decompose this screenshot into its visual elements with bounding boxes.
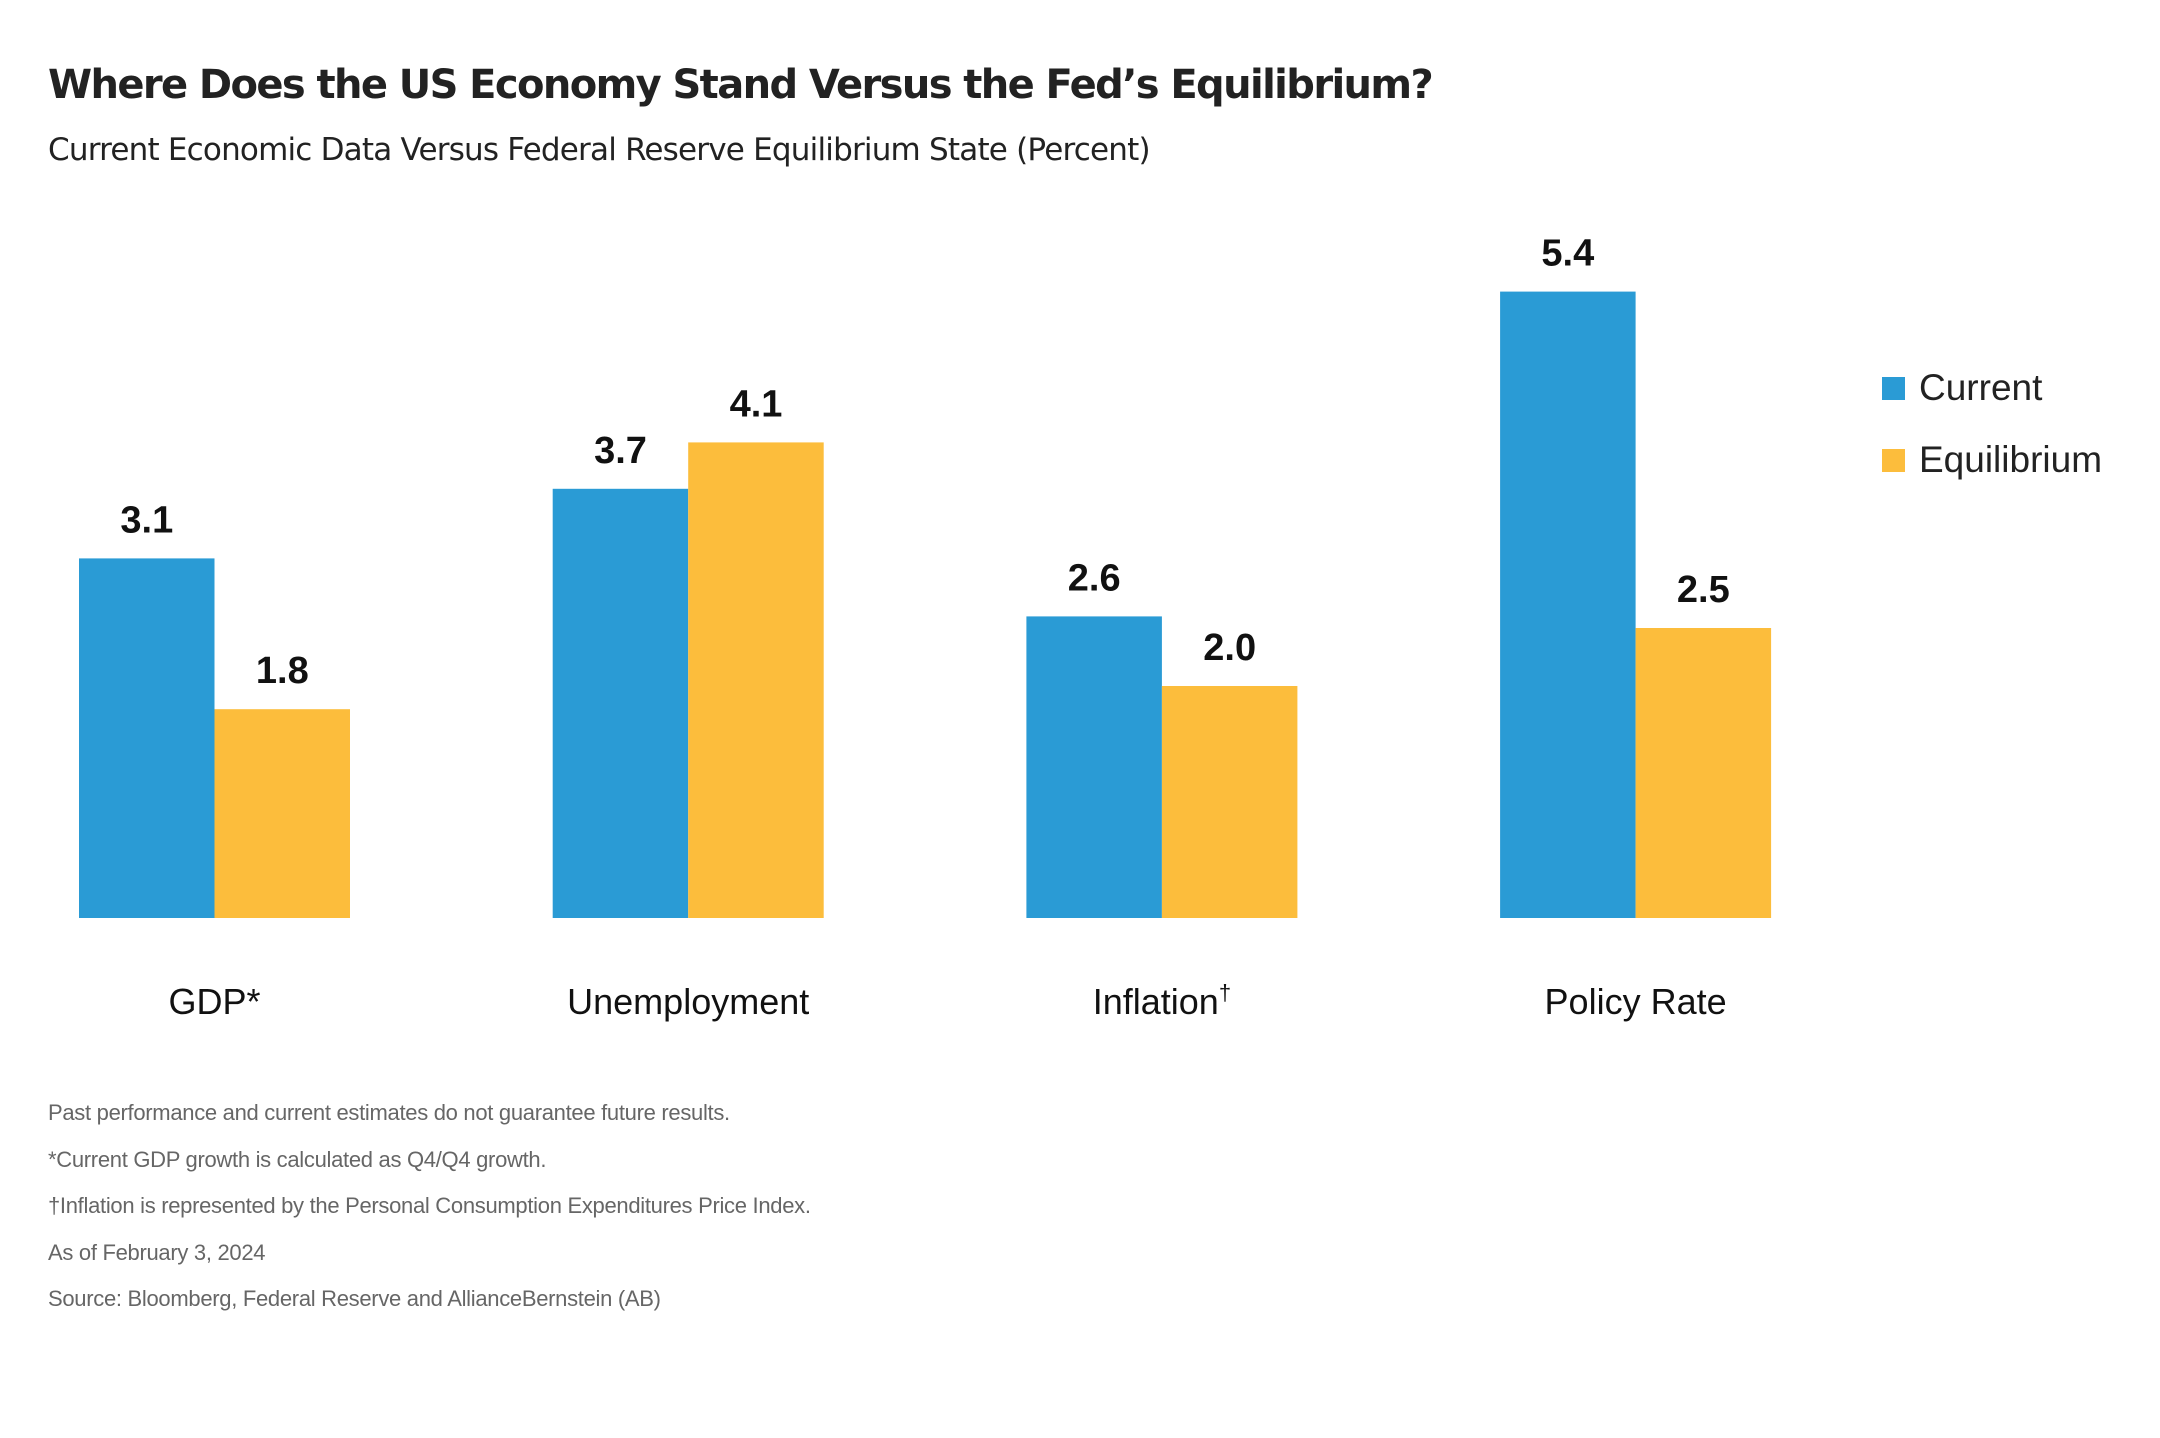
category-label-1: Unemployment <box>567 981 809 1022</box>
legend-label-current: Current <box>1919 367 2043 408</box>
value-labels-group: 3.1 1.8 3.7 4.1 2.6 2.0 5.4 2.5 <box>120 233 1729 693</box>
footnote-inflation: †Inflation is represented by the Persona… <box>48 1193 811 1218</box>
chart-title: Where Does the US Economy Stand Versus t… <box>48 62 1434 108</box>
legend-label-equilibrium: Equilibrium <box>1919 439 2103 480</box>
footnote-source: Source: Bloomberg, Federal Reserve and A… <box>48 1286 661 1311</box>
chart-subtitle: Current Economic Data Versus Federal Res… <box>48 132 1151 168</box>
category-label-3: Policy Rate <box>1545 981 1727 1022</box>
value-label-equilibrium-3: 2.5 <box>1677 569 1730 611</box>
value-label-current-1: 3.7 <box>594 430 647 472</box>
bar-current-1 <box>552 488 689 918</box>
value-label-equilibrium-1: 4.1 <box>730 383 783 425</box>
category-labels-group: GDP* Unemployment Inflation† Policy Rate <box>168 980 1726 1022</box>
bar-current-3 <box>1500 291 1636 919</box>
bars-group <box>79 291 1772 919</box>
category-label-2: Inflation† <box>1093 980 1231 1022</box>
bar-equilibrium-2 <box>1161 686 1298 918</box>
footnote-gdp: *Current GDP growth is calculated as Q4/… <box>48 1146 547 1172</box>
bar-equilibrium-3 <box>1635 628 1772 918</box>
legend-swatch-equilibrium <box>1882 448 1905 472</box>
bar-current-2 <box>1026 616 1162 918</box>
value-label-current-3: 5.4 <box>1541 233 1594 275</box>
bar-equilibrium-1 <box>688 442 824 918</box>
legend-item-current: Current <box>1882 367 2102 408</box>
value-label-equilibrium-0: 1.8 <box>256 650 309 692</box>
legend-swatch-current <box>1882 376 1905 400</box>
value-label-current-2: 2.6 <box>1068 557 1121 599</box>
value-label-equilibrium-2: 2.0 <box>1203 627 1256 669</box>
footnote-disclaimer: Past performance and current estimates d… <box>48 1100 730 1125</box>
bar-current-0 <box>79 558 215 918</box>
bar-equilibrium-0 <box>214 709 350 918</box>
footnote-date: As of February 3, 2024 <box>48 1239 266 1265</box>
category-label-0: GDP* <box>168 981 260 1022</box>
legend: Current Equilibrium <box>1882 367 2103 514</box>
legend-item-equilibrium: Equilibrium <box>1882 439 2103 480</box>
value-label-current-0: 3.1 <box>120 499 173 541</box>
footnotes: Past performance and current estimates d… <box>48 1098 811 1331</box>
